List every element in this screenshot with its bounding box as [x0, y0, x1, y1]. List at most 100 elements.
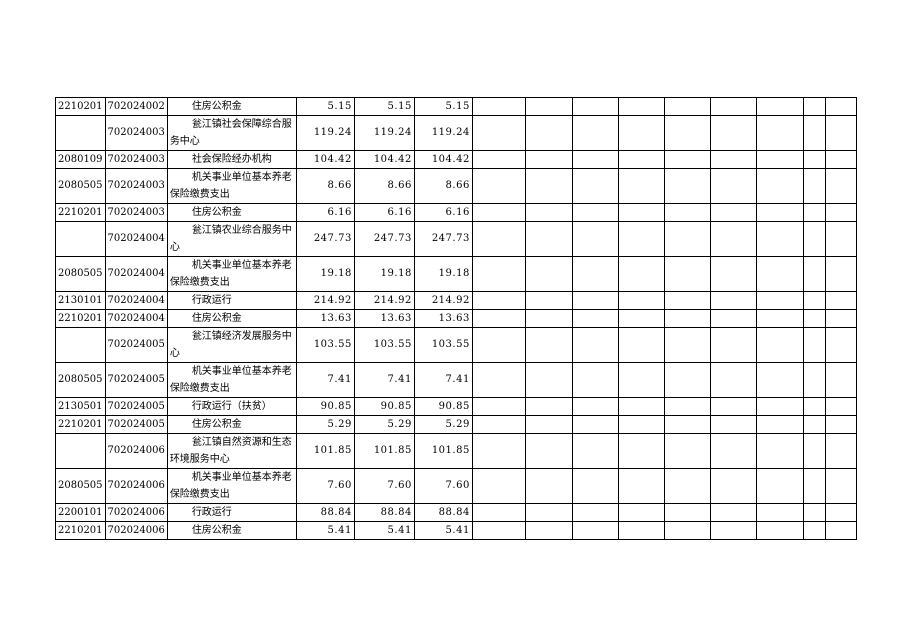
empty-cell	[571, 309, 619, 328]
empty-cell	[709, 397, 757, 416]
table-cell: 2210201	[55, 97, 106, 116]
table-cell: 19.18	[353, 256, 415, 292]
table-cell: 社会保险经办机构	[166, 150, 297, 169]
empty-cell	[571, 433, 619, 469]
table-cell: 2080109	[55, 150, 106, 169]
empty-cell	[524, 521, 573, 540]
empty-cell	[524, 168, 573, 204]
empty-cell	[571, 150, 619, 169]
empty-cell	[524, 221, 573, 257]
empty-cell	[755, 115, 804, 151]
table-cell: 5.29	[413, 415, 473, 434]
empty-cell	[524, 291, 573, 310]
empty-cell	[617, 150, 665, 169]
empty-cell	[663, 291, 711, 310]
table-row: 702024003 瓮江镇社会保障综合服务中心 119.24 119.24 119.24	[55, 115, 857, 151]
table-cell: 2130501	[55, 397, 106, 416]
empty-cell	[824, 203, 857, 222]
empty-cell	[663, 256, 711, 292]
table-cell: 瓮江镇社会保障综合服务中心	[166, 115, 297, 151]
empty-cell	[663, 115, 711, 151]
table-cell: 住房公积金	[166, 97, 297, 116]
table-body: 2210201 702024002 住房公积金 5.15 5.15 5.15 7020240…	[55, 97, 857, 540]
empty-cell	[663, 327, 711, 363]
table-row: 2130101 702024004 行政运行 214.92 214.92 214.92	[55, 291, 857, 310]
empty-cell	[709, 97, 757, 116]
empty-cell	[617, 291, 665, 310]
empty-cell	[709, 221, 757, 257]
table-cell: 702024004	[104, 221, 168, 257]
empty-cell	[471, 97, 526, 116]
empty-cell	[471, 415, 526, 434]
empty-cell	[824, 291, 857, 310]
table-cell: 88.84	[295, 503, 355, 522]
empty-cell	[617, 309, 665, 328]
empty-cell	[571, 415, 619, 434]
empty-cell	[824, 115, 857, 151]
table-cell: 行政运行（扶贫）	[166, 397, 297, 416]
table-cell: 2130101	[55, 291, 106, 310]
table-cell: 7.60	[295, 468, 355, 504]
table-cell: 702024005	[104, 362, 168, 398]
empty-cell	[617, 468, 665, 504]
table-cell: 7.60	[353, 468, 415, 504]
empty-cell	[471, 150, 526, 169]
empty-cell	[755, 468, 804, 504]
empty-cell	[571, 168, 619, 204]
table-row: 2080505 702024003 机关事业单位基本养老保险缴费支出 8.66 8.66…	[55, 168, 857, 204]
table-cell: 2080505	[55, 256, 106, 292]
empty-cell	[471, 309, 526, 328]
empty-cell	[524, 97, 573, 116]
table-cell: 13.63	[413, 309, 473, 328]
table-cell: 13.63	[295, 309, 355, 328]
table-cell: 119.24	[413, 115, 473, 151]
table-cell: 101.85	[295, 433, 355, 469]
table-cell: 103.55	[295, 327, 355, 363]
empty-cell	[824, 521, 857, 540]
empty-cell	[524, 327, 573, 363]
table-cell: 103.55	[413, 327, 473, 363]
empty-cell	[663, 309, 711, 328]
empty-cell	[617, 256, 665, 292]
table-cell: 702024006	[104, 468, 168, 504]
empty-cell	[617, 503, 665, 522]
empty-cell	[524, 115, 573, 151]
table-cell: 101.85	[413, 433, 473, 469]
table-cell: 5.29	[353, 415, 415, 434]
table-cell: 90.85	[413, 397, 473, 416]
empty-cell	[824, 468, 857, 504]
empty-cell	[571, 503, 619, 522]
empty-cell	[709, 309, 757, 328]
table-cell: 119.24	[295, 115, 355, 151]
empty-cell	[755, 150, 804, 169]
empty-cell	[824, 97, 857, 116]
empty-cell	[663, 203, 711, 222]
table-cell: 2210201	[55, 309, 106, 328]
empty-cell	[663, 433, 711, 469]
empty-cell	[802, 221, 826, 257]
table-cell: 瓮江镇经济发展服务中心	[166, 327, 297, 363]
table-cell: 住房公积金	[166, 309, 297, 328]
empty-cell	[802, 291, 826, 310]
table-cell: 2200101	[55, 503, 106, 522]
empty-cell	[802, 256, 826, 292]
empty-cell	[617, 397, 665, 416]
table-cell: 214.92	[295, 291, 355, 310]
table-cell: 702024005	[104, 415, 168, 434]
table-cell: 2210201	[55, 203, 106, 222]
empty-cell	[571, 397, 619, 416]
empty-cell	[709, 115, 757, 151]
empty-cell	[471, 168, 526, 204]
table-cell: 5.41	[295, 521, 355, 540]
table-cell: 19.18	[295, 256, 355, 292]
empty-cell	[755, 521, 804, 540]
empty-cell	[663, 150, 711, 169]
empty-cell	[824, 256, 857, 292]
table-cell: 瓮江镇自然资源和生态环境服务中心	[166, 433, 297, 469]
table-cell: 702024003	[104, 150, 168, 169]
table-row: 2130501 702024005 行政运行（扶贫） 90.85 90.85 90.85	[55, 397, 857, 416]
table-cell: 机关事业单位基本养老保险缴费支出	[166, 256, 297, 292]
empty-cell	[755, 362, 804, 398]
empty-cell	[802, 309, 826, 328]
empty-cell	[471, 327, 526, 363]
